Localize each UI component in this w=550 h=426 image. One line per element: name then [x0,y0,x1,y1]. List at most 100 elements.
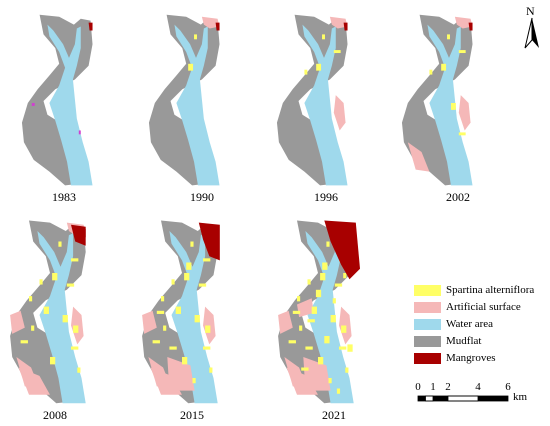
spartina-patch [339,346,347,350]
spartina-patch [186,262,192,270]
spartina-patch [163,325,167,331]
spartina-patch [304,69,308,75]
spartina-patch [20,340,28,344]
legend-item-mangroves: Mangroves [414,351,550,368]
water-area [174,24,220,186]
other-patch [78,130,81,135]
spartina-patch [184,273,190,281]
spartina-patch [315,289,322,298]
year-label: 1990 [190,190,214,204]
estuary-map [21,14,93,186]
map-panel-2015 [140,210,265,410]
spartina-patch [336,388,341,394]
estuary-map [401,14,473,186]
map-panel-2008 [8,210,133,410]
spartina-patch [333,50,341,54]
artificial-surface-area [278,310,293,334]
spartina-patch [175,306,181,314]
artificial-surface-area [10,310,25,334]
scale-tick-6: 6 [505,381,511,393]
spartina-patch [192,378,196,384]
spartina-patch [203,258,211,262]
spartina-patch [441,63,447,71]
spartina-patch [182,357,188,365]
spartina-patch [429,69,433,75]
water-area [427,24,473,186]
estuary-map [276,14,348,186]
artificial-surface-area [142,310,157,334]
map-panel-2002 [400,5,525,205]
estuary-map [148,14,220,186]
spartina-patch [305,346,313,350]
water-area [47,24,93,186]
legend-label-spartina: Spartina alterniflora [446,284,535,296]
spartina-patch [62,315,68,323]
spartina-patch [31,325,35,331]
spartina-patch [194,315,200,323]
artificial-surface-area [333,95,346,131]
water-area [302,24,348,186]
water-area [37,231,86,404]
spartina-patch [169,346,177,350]
spartina-patch [71,346,79,350]
legend-label-mangroves: Mangroves [446,352,496,364]
spartina-patch [43,306,49,314]
north-arrow: N [522,4,542,50]
spartina-patch [320,273,326,281]
spartina-patch [205,325,211,333]
spartina-patch [52,273,58,281]
spartina-patch [288,340,296,344]
spartina-patch [188,63,194,71]
spartina-patch [307,319,315,323]
spartina-patch [345,367,349,373]
legend-item-artificial: Artificial surface [414,300,550,317]
spartina-patch [71,258,79,262]
artificial-surface-area [18,367,50,395]
artificial-surface-area [329,16,348,29]
mangrove-area [343,22,348,31]
legend-label-artificial: Artificial surface [446,301,521,313]
spartina-patch [152,340,160,344]
other-patch [31,103,35,106]
artificial-surface-area [167,357,195,391]
legend-item-mudflat: Mudflat [414,334,550,351]
scale-tick-1: 1 [430,381,436,393]
estuary-map [10,220,86,404]
spartina-patch [318,357,324,365]
spartina-patch [299,325,303,331]
spartina-patch [311,306,317,314]
spartina-patch [171,279,175,285]
legend-item-spartina: Spartina alterniflora [414,283,550,300]
spartina-patch [209,367,213,373]
artificial-surface-area [458,95,471,131]
spartina-patch [77,367,81,373]
legend-swatch-water [414,319,441,330]
map-panel-1996 [275,5,400,205]
spartina-patch [316,63,322,71]
spartina-patch [292,310,301,314]
mangrove-area [468,22,473,31]
spartina-patch [332,298,336,304]
spartina-patch [347,344,353,352]
artificial-surface-area [303,357,331,391]
scale-unit: km [513,391,528,403]
legend-swatch-spartina [414,285,441,296]
spartina-patch [66,283,75,287]
spartina-patch [328,378,332,384]
spartina-patch [322,262,328,270]
spartina-patch [297,296,301,302]
water-area [169,231,218,404]
legend-swatch-mangroves [414,353,441,364]
year-label: 1996 [314,190,338,204]
mangrove-area [198,222,220,261]
spartina-patch [307,279,311,285]
map-panel-1983 [20,5,145,205]
estuary-map [278,220,360,404]
year-label: 2021 [322,408,346,422]
spartina-patch [324,336,330,344]
legend-label-water: Water area [446,318,494,330]
legend-label-mudflat: Mudflat [446,335,482,347]
scale-tick-0: 0 [415,381,421,393]
map-panel-2021 [276,210,401,410]
spartina-patch [322,34,325,40]
